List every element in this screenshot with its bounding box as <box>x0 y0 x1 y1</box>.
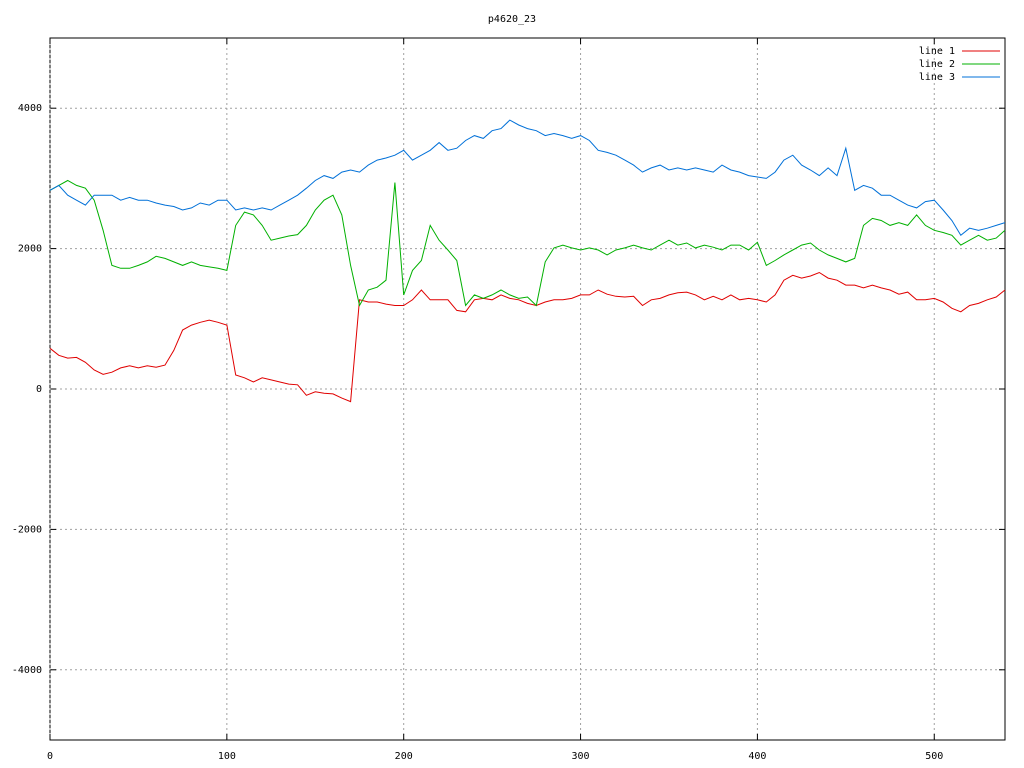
x-tick-label: 500 <box>925 751 943 762</box>
y-tick-label: 2000 <box>18 244 42 255</box>
y-tick-label: 0 <box>36 384 42 395</box>
x-tick-label: 300 <box>572 751 590 762</box>
x-tick-label: 0 <box>47 751 53 762</box>
data-line <box>49 119 1006 237</box>
legend-label: line 3 <box>919 72 955 83</box>
y-tick-label: -4000 <box>12 665 42 676</box>
y-tick-label: -2000 <box>12 524 42 535</box>
legend-label: line 1 <box>919 46 955 57</box>
data-line <box>49 179 1006 307</box>
legend-label: line 2 <box>919 59 955 70</box>
x-tick-label: 400 <box>748 751 766 762</box>
chart-title: p4620_23 <box>488 14 536 25</box>
x-tick-label: 200 <box>395 751 413 762</box>
data-line <box>49 271 1006 403</box>
x-tick-label: 100 <box>218 751 236 762</box>
y-tick-label: 4000 <box>18 103 42 114</box>
